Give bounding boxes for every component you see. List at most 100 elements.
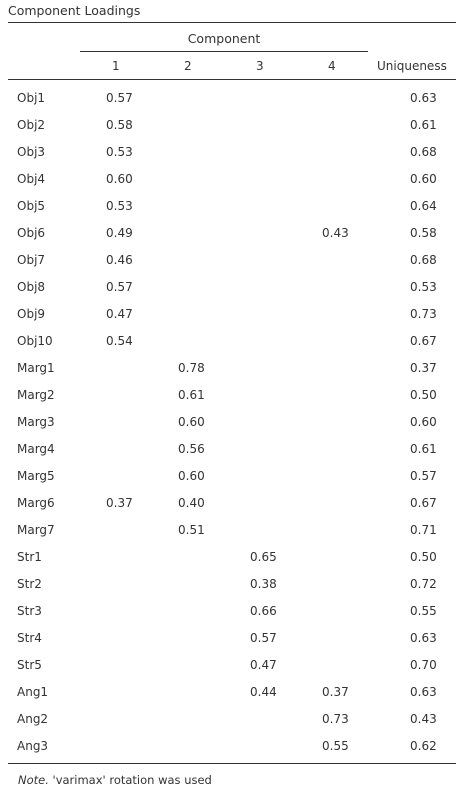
uniqueness-cell: 0.43 (410, 712, 437, 726)
loading-2-cell: 0.40 (178, 496, 205, 510)
loading-1-cell: 0.49 (106, 226, 133, 240)
loading-1-cell: 0.58 (106, 118, 133, 132)
row-label-cell: Obj9 (17, 307, 46, 321)
uniqueness-cell: 0.61 (410, 118, 437, 132)
table-title: Component Loadings (8, 3, 141, 18)
uniqueness-cell: 0.37 (410, 361, 437, 375)
row-label-cell: Obj2 (17, 118, 46, 132)
loading-2-cell: 0.60 (178, 415, 205, 429)
uniqueness-cell: 0.63 (410, 685, 437, 699)
column-header-4: 4 (328, 59, 336, 73)
row-label-cell: Str4 (17, 631, 42, 645)
uniqueness-cell: 0.55 (410, 604, 437, 618)
loading-1-cell: 0.53 (106, 145, 133, 159)
row-label-cell: Ang3 (17, 739, 49, 753)
table-note: Note. 'varimax' rotation was used (18, 773, 212, 787)
loading-1-cell: 0.47 (106, 307, 133, 321)
uniqueness-cell: 0.68 (410, 253, 437, 267)
uniqueness-cell: 0.58 (410, 226, 437, 240)
row-label-cell: Obj6 (17, 226, 46, 240)
row-label-cell: Marg6 (17, 496, 55, 510)
row-label-cell: Obj8 (17, 280, 46, 294)
component-group-header: Component (187, 31, 261, 46)
top-rule (8, 22, 456, 23)
uniqueness-cell: 0.62 (410, 739, 437, 753)
table-row: Marg1 0.78 0.37 (0, 355, 458, 382)
uniqueness-cell: 0.63 (410, 631, 437, 645)
uniqueness-cell: 0.61 (410, 442, 437, 456)
uniqueness-cell: 0.50 (410, 550, 437, 564)
table-row: Obj4 0.60 0.60 (0, 166, 458, 193)
table-row: Marg7 0.51 0.71 (0, 517, 458, 544)
loading-2-cell: 0.78 (178, 361, 205, 375)
row-label-cell: Obj5 (17, 199, 46, 213)
table-row: Ang2 0.73 0.43 (0, 706, 458, 733)
loading-2-cell: 0.51 (178, 523, 205, 537)
table-row: Obj10 0.54 0.67 (0, 328, 458, 355)
loading-1-cell: 0.37 (106, 496, 133, 510)
loading-4-cell: 0.73 (322, 712, 349, 726)
column-header-3: 3 (256, 59, 264, 73)
table-row: Marg3 0.60 0.60 (0, 409, 458, 436)
table-row: Obj6 0.49 0.43 0.58 (0, 220, 458, 247)
row-label-cell: Obj7 (17, 253, 46, 267)
table-row: Ang1 0.44 0.37 0.63 (0, 679, 458, 706)
loading-3-cell: 0.38 (250, 577, 277, 591)
table-row: Str5 0.47 0.70 (0, 652, 458, 679)
loading-3-cell: 0.57 (250, 631, 277, 645)
loading-4-cell: 0.43 (322, 226, 349, 240)
loading-1-cell: 0.60 (106, 172, 133, 186)
table-row: Str1 0.65 0.50 (0, 544, 458, 571)
column-header-uniqueness: Uniqueness (377, 59, 447, 73)
row-label-cell: Str2 (17, 577, 42, 591)
table-row: Str3 0.66 0.55 (0, 598, 458, 625)
row-label-cell: Marg5 (17, 469, 55, 483)
table-row: Obj7 0.46 0.68 (0, 247, 458, 274)
note-text: 'varimax' rotation was used (48, 773, 212, 787)
table-row: Obj8 0.57 0.53 (0, 274, 458, 301)
row-label-cell: Marg3 (17, 415, 55, 429)
uniqueness-cell: 0.67 (410, 496, 437, 510)
table-row: Obj2 0.58 0.61 (0, 112, 458, 139)
column-header-2: 2 (184, 59, 192, 73)
uniqueness-cell: 0.60 (410, 415, 437, 429)
loading-3-cell: 0.44 (250, 685, 277, 699)
row-label-cell: Ang2 (17, 712, 49, 726)
uniqueness-cell: 0.57 (410, 469, 437, 483)
row-label-cell: Obj3 (17, 145, 46, 159)
uniqueness-cell: 0.72 (410, 577, 437, 591)
row-label-cell: Obj10 (17, 334, 53, 348)
row-label-cell: Ang1 (17, 685, 49, 699)
table-row: Marg4 0.56 0.61 (0, 436, 458, 463)
uniqueness-cell: 0.68 (410, 145, 437, 159)
row-label-cell: Marg4 (17, 442, 55, 456)
row-label-cell: Str5 (17, 658, 42, 672)
bottom-rule (8, 763, 456, 764)
table-row: Str2 0.38 0.72 (0, 571, 458, 598)
header-rule (8, 79, 456, 80)
table-row: Marg6 0.37 0.40 0.67 (0, 490, 458, 517)
table-row: Marg2 0.61 0.50 (0, 382, 458, 409)
uniqueness-cell: 0.50 (410, 388, 437, 402)
uniqueness-cell: 0.67 (410, 334, 437, 348)
uniqueness-cell: 0.73 (410, 307, 437, 321)
table-row: Obj3 0.53 0.68 (0, 139, 458, 166)
row-label-cell: Marg1 (17, 361, 55, 375)
table-row: Str4 0.57 0.63 (0, 625, 458, 652)
loading-2-cell: 0.60 (178, 469, 205, 483)
loading-3-cell: 0.65 (250, 550, 277, 564)
uniqueness-cell: 0.70 (410, 658, 437, 672)
loading-4-cell: 0.37 (322, 685, 349, 699)
loading-1-cell: 0.46 (106, 253, 133, 267)
loading-1-cell: 0.53 (106, 199, 133, 213)
loading-1-cell: 0.57 (106, 280, 133, 294)
uniqueness-cell: 0.63 (410, 91, 437, 105)
loading-2-cell: 0.56 (178, 442, 205, 456)
uniqueness-cell: 0.71 (410, 523, 437, 537)
row-label-cell: Str1 (17, 550, 42, 564)
row-label-cell: Marg2 (17, 388, 55, 402)
table-row: Obj9 0.47 0.73 (0, 301, 458, 328)
table-row: Obj5 0.53 0.64 (0, 193, 458, 220)
table-row: Obj1 0.57 0.63 (0, 85, 458, 112)
column-header-1: 1 (112, 59, 120, 73)
